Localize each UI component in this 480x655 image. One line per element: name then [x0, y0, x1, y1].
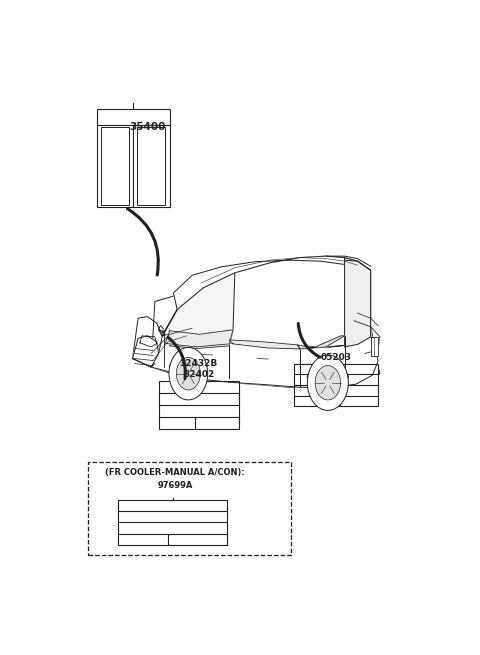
- Polygon shape: [345, 257, 371, 347]
- Polygon shape: [158, 256, 371, 347]
- Text: 35400: 35400: [129, 122, 166, 132]
- Circle shape: [315, 365, 340, 400]
- Text: (FR COOLER-MANUAL A/CON):: (FR COOLER-MANUAL A/CON):: [106, 468, 245, 477]
- Circle shape: [169, 347, 208, 400]
- Circle shape: [176, 358, 200, 390]
- Polygon shape: [229, 340, 300, 349]
- Text: 32402: 32402: [183, 370, 214, 379]
- Polygon shape: [132, 336, 158, 367]
- Text: 05203: 05203: [321, 352, 352, 362]
- Polygon shape: [170, 331, 233, 348]
- Bar: [101, 127, 129, 204]
- Text: 32432B: 32432B: [180, 359, 218, 368]
- Circle shape: [307, 355, 348, 411]
- Polygon shape: [162, 272, 235, 336]
- Polygon shape: [297, 336, 345, 349]
- Polygon shape: [132, 316, 162, 367]
- Bar: [137, 127, 165, 204]
- Polygon shape: [173, 256, 371, 310]
- Polygon shape: [165, 329, 233, 347]
- Bar: [88, 462, 290, 555]
- Polygon shape: [132, 347, 380, 389]
- Bar: [118, 500, 228, 545]
- Bar: [97, 109, 170, 207]
- Polygon shape: [151, 294, 378, 388]
- Bar: [158, 381, 239, 429]
- Polygon shape: [371, 337, 378, 356]
- Bar: [294, 364, 378, 406]
- Text: 97699A: 97699A: [157, 481, 193, 490]
